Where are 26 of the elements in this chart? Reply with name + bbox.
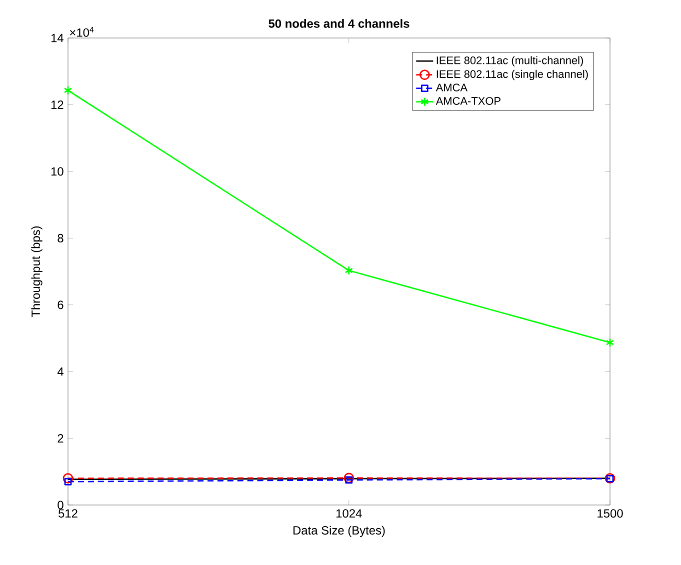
y-tick-label: 14	[51, 34, 64, 42]
y-tick-label: 2	[58, 434, 64, 442]
x-tick-label: 1500	[598, 509, 623, 518]
point	[62, 473, 74, 484]
x-axis-title: Data Size (Bytes)	[293, 526, 385, 537]
legend-label: AMCA	[436, 84, 468, 92]
y-tick-label: 6	[58, 300, 64, 310]
point	[345, 476, 353, 484]
y-tick-label: 0	[58, 500, 64, 510]
text: ×10$^{4}$	[70, 26, 94, 37]
point	[344, 266, 354, 276]
legend-label: IEEE 802.11ac (single channel)	[436, 70, 588, 80]
y-tick-label: 12	[51, 100, 64, 109]
chart-title: 50 nodes and 4 channels	[268, 19, 410, 28]
legend-label: IEEE 802.11ac (multi-channel)	[436, 56, 583, 66]
y-tick-label: 10	[51, 167, 64, 176]
legend-label: AMCA-TXOP	[436, 97, 500, 105]
y-axis-title: Throughput (bps)	[31, 226, 42, 318]
point	[64, 86, 72, 96]
y-tick-label: 8	[58, 234, 64, 242]
y-tick-label: 4	[57, 367, 64, 376]
point	[344, 472, 354, 484]
point	[64, 478, 72, 486]
x-tick-label: 1024	[336, 509, 362, 518]
x-tick-label: 512	[58, 509, 78, 518]
point	[606, 338, 614, 348]
